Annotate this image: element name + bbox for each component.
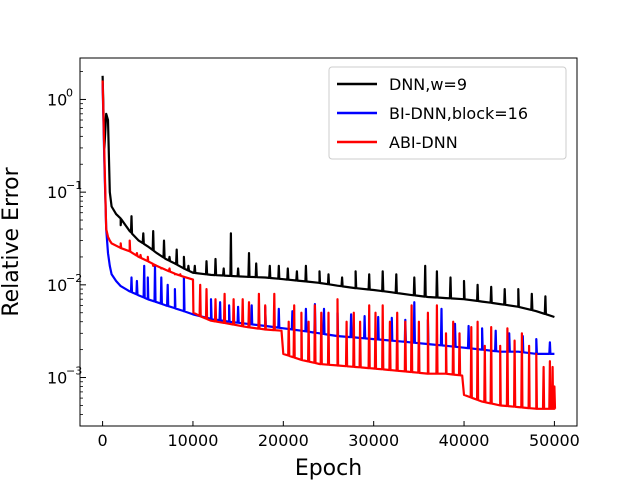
series-line-1 (101, 83, 555, 355)
x-axis: 0 10000 20000 30000 40000 50000 (97, 421, 580, 450)
x-tick-label: 40000 (439, 431, 490, 450)
x-tick-label: 20000 (258, 431, 309, 450)
y-axis-label: Relative Error (0, 166, 24, 316)
series-layer (101, 75, 557, 410)
plot-frame (79, 57, 578, 427)
legend: DNN,w=9 BI-DNN,block=16 ABI-DNN (328, 66, 567, 160)
series-line-2 (101, 80, 557, 410)
x-tick-label: 10000 (168, 431, 219, 450)
legend-label: ABI-DNN (389, 133, 458, 152)
legend-label: BI-DNN,block=16 (389, 104, 528, 123)
y-tick-exponent: 0 (66, 86, 73, 99)
y-tick-exponent: −1 (66, 179, 82, 192)
y-tick-label: 10 (47, 90, 67, 109)
y-tick-exponent: −2 (66, 272, 82, 285)
y-tick-label: 10 (47, 276, 67, 295)
y-tick-label: 10 (47, 183, 67, 202)
y-tick-exponent: −3 (66, 365, 82, 378)
x-tick-label: 50000 (529, 431, 580, 450)
x-tick-label: 0 (97, 431, 107, 450)
series-2 (101, 80, 557, 410)
series-0 (101, 75, 555, 319)
series-line-0 (101, 75, 555, 319)
legend-label: DNN,w=9 (389, 75, 467, 94)
x-tick-label: 30000 (348, 431, 399, 450)
y-tick-label: 10 (47, 369, 67, 388)
series-1 (101, 83, 555, 355)
x-axis-label: Epoch (295, 456, 362, 480)
legend-box (328, 66, 567, 160)
